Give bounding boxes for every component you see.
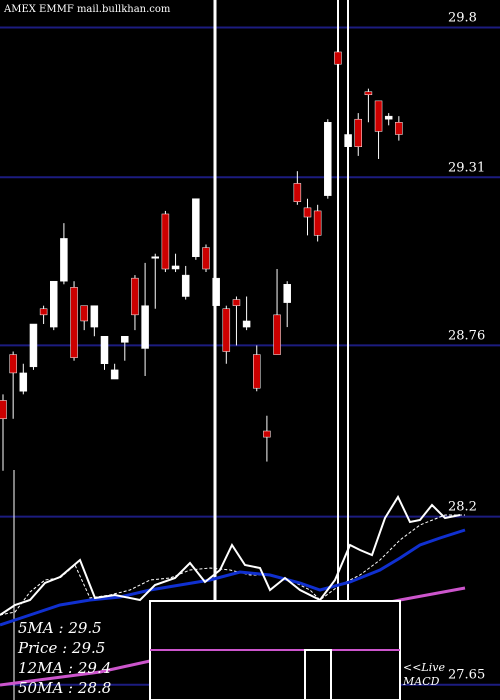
candle-body xyxy=(232,299,241,306)
candle-body xyxy=(100,335,109,365)
candle-body xyxy=(39,308,48,316)
y-tick-label: 28.76 xyxy=(448,328,485,343)
candle-body xyxy=(273,314,281,355)
candle-body xyxy=(283,284,291,303)
candle-body xyxy=(222,308,231,352)
legend-entry: 12MA : 29.4 xyxy=(18,659,111,677)
candles xyxy=(0,9,403,471)
candle-body xyxy=(293,183,302,202)
annotation: MACD xyxy=(402,675,440,688)
macd-bar xyxy=(304,649,332,700)
candle-body xyxy=(70,287,78,358)
candle-body xyxy=(344,134,352,147)
y-tick-label: 28.2 xyxy=(448,500,477,515)
candle-body xyxy=(131,277,139,316)
candle-body xyxy=(90,305,99,328)
candle-body xyxy=(80,305,88,322)
candle-body xyxy=(253,354,261,389)
grid xyxy=(0,26,500,686)
legend-entry: 5MA : 29.5 xyxy=(18,619,102,637)
candle-body xyxy=(0,400,7,420)
y-tick-label: 27.65 xyxy=(448,668,485,683)
candle-body xyxy=(364,91,373,96)
candle-body xyxy=(384,115,393,120)
candle-body xyxy=(303,207,312,218)
candle-body xyxy=(313,210,322,236)
candle-body xyxy=(161,213,170,270)
candle-body xyxy=(334,51,342,65)
ticks: 29.8 29.31 28.76 28.2 27.65 xyxy=(448,11,485,683)
candle-body xyxy=(110,369,119,380)
y-tick-label: 29.31 xyxy=(448,160,485,175)
candle-body xyxy=(121,335,129,343)
legend-entry: Price : 29.5 xyxy=(17,639,105,657)
y-tick-label: 29.8 xyxy=(448,11,477,26)
candle-body xyxy=(263,430,271,438)
annotation: <<Live xyxy=(403,661,445,674)
price-line xyxy=(0,494,461,616)
candle-body xyxy=(212,277,220,306)
candle-body xyxy=(171,265,180,270)
candle-body xyxy=(151,256,159,259)
candle-body xyxy=(19,372,28,392)
candle-body xyxy=(60,238,68,282)
candle-body xyxy=(29,323,38,368)
candle-body xyxy=(141,305,149,349)
candle-body xyxy=(374,100,383,132)
legend-entry: 50MA : 28.8 xyxy=(18,679,111,697)
candle-body xyxy=(242,320,251,328)
candle-body xyxy=(395,122,403,135)
candle-body xyxy=(9,354,17,374)
chart-title: AMEX EMMF mail.bullkhan.com xyxy=(3,4,171,15)
candle-body xyxy=(324,122,332,196)
ma-line xyxy=(0,528,466,627)
candle-body xyxy=(50,280,58,328)
candle-body xyxy=(202,247,210,270)
candle-body xyxy=(192,198,200,258)
candle-body xyxy=(354,118,362,147)
candle-body xyxy=(181,274,190,297)
